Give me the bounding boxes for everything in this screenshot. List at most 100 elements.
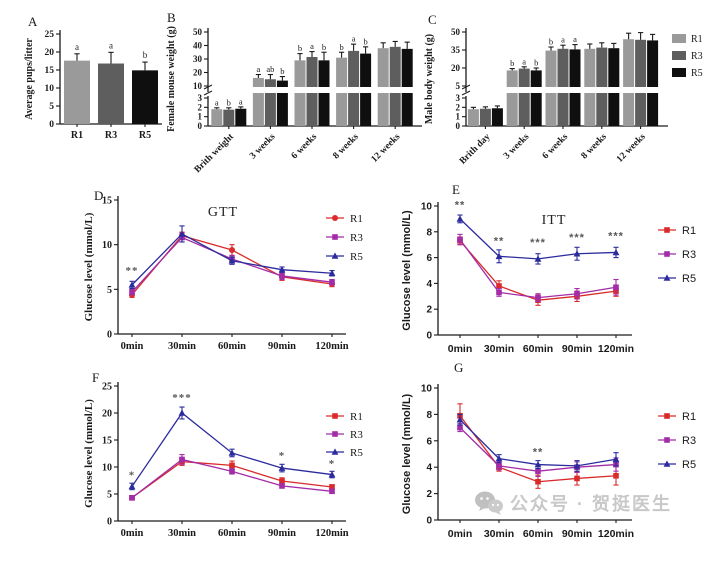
bar-group-3 weeks: b a b 3 weeks	[502, 56, 542, 161]
x-tick-label: 90min	[268, 341, 296, 352]
legend-label: R3	[682, 249, 696, 261]
y-tick-label: 0	[426, 516, 432, 527]
legend-label: R3	[350, 232, 363, 244]
y-axis-label: Glucose level (mmol/L)	[401, 210, 413, 331]
legend: R1 R3 R5	[326, 411, 363, 459]
panel-g-itt-line-chart: 0 2 4 6 8 10 Glucose level (mmol/L) 0min 30min 60…	[401, 360, 696, 541]
x-tick-label: 60min	[218, 341, 246, 352]
y-tick-label: 2	[456, 102, 461, 112]
x-tick-label: 90min	[562, 528, 592, 540]
y-axis-label: Average pups/litter	[24, 38, 35, 120]
legend-label: R5	[350, 447, 363, 459]
y-tick-label: 35	[451, 45, 461, 55]
sig-letter: b	[549, 37, 553, 47]
y-tick-label: 1	[198, 112, 203, 122]
legend-label: R5	[350, 251, 363, 263]
bar-group-R1: a R1	[64, 42, 90, 141]
sig-letter: b	[534, 58, 538, 68]
series-R5	[128, 406, 336, 491]
sig-letter: a	[257, 64, 261, 74]
x-tick-label: R3	[105, 130, 117, 141]
legend: R1 R3 R5	[658, 411, 696, 471]
x-tick-label: 60min	[523, 343, 553, 355]
y-axis-label: Glucose level (mmol/L)	[83, 212, 95, 321]
sig-letter: b	[143, 50, 148, 60]
significance-stars: ***	[172, 392, 192, 404]
x-tick-label: 0min	[121, 341, 144, 352]
sig-letter: a	[239, 96, 243, 106]
x-tick-label: 8 weeks	[331, 132, 360, 161]
bar-group-12 weeks: 12 weeks	[370, 40, 413, 165]
series-R5	[128, 225, 336, 289]
y-tick-label: 5	[107, 490, 112, 501]
y-tick-label: 10	[421, 202, 433, 213]
legend: R1 R3 R5	[326, 213, 363, 263]
series-R1	[129, 231, 335, 298]
sig-letter: b	[322, 42, 326, 52]
sig-letter: ab	[266, 64, 274, 74]
x-tick-label: R5	[139, 130, 151, 141]
sig-letter: a	[75, 42, 79, 52]
legend-label: R5	[682, 273, 696, 285]
sig-letter: a	[561, 35, 565, 45]
x-tick-label: 3 weeks	[248, 132, 277, 161]
legend-label: R3	[350, 429, 363, 441]
sig-letter: a	[109, 40, 113, 50]
y-tick-label: 10	[102, 240, 112, 251]
panel-a-pups-bar-chart: 0 5 10 15 20 25 Average pups/litter a R1 a R3 b R5 A	[24, 14, 162, 141]
bar-group-6 weeks: b a a6 weeks	[541, 34, 581, 161]
panel-letter: C	[428, 12, 437, 27]
bar-group-6 weeks: b a b 6 weeks	[290, 41, 330, 161]
y-tick-label: 0	[107, 330, 112, 341]
y-tick-label: 8	[426, 410, 432, 421]
panel-letter: F	[92, 370, 99, 385]
x-tick-label: 120min	[598, 528, 634, 540]
panel-letter: B	[167, 10, 176, 25]
bar-group-3 weeks: a ab b 3 weeks	[248, 64, 288, 161]
y-axis-label: Male body weight (g)	[424, 34, 435, 124]
legend-label: R3	[691, 51, 703, 62]
y-tick-label: 20	[45, 48, 55, 58]
x-tick-label: 0min	[121, 528, 144, 539]
y-tick-label: 10	[45, 84, 55, 94]
axes: 0 2 4 6 8 10 Glucose level (mmol/L) 0min 30min 60…	[401, 384, 634, 541]
significance-stars: ***	[608, 231, 624, 243]
x-tick-label: 12 weeks	[370, 132, 403, 165]
significance-stars: *	[279, 450, 286, 462]
x-tick-label: 60min	[218, 528, 246, 539]
y-tick-label: 0	[456, 121, 461, 131]
panel-letter: D	[94, 188, 103, 203]
significance-stars: **	[494, 236, 505, 248]
panel-e-itt-line-chart: 0 2 4 6 8 10 Glucose level (mmol/L) 0min 30min 60…	[401, 182, 696, 355]
x-tick-label: 8 weeks	[580, 132, 609, 161]
sig-letter: b	[227, 97, 231, 107]
y-tick-label: 25	[45, 30, 55, 40]
y-tick-label: 10	[421, 384, 433, 395]
y-tick-label: 5	[49, 102, 54, 112]
y-tick-label: 2	[426, 305, 432, 316]
y-tick-label: 5	[456, 81, 461, 91]
y-tick-label: 10	[193, 81, 203, 91]
significance-stars: ***	[569, 232, 585, 244]
x-tick-label: 90min	[562, 343, 592, 355]
legend-label: R3	[682, 435, 696, 447]
x-tick-label: 30min	[484, 343, 514, 355]
y-tick-label: 4	[426, 463, 432, 474]
chart-title: ITT	[542, 213, 567, 228]
y-tick-label: 30	[193, 54, 203, 64]
x-tick-label: 30min	[484, 528, 514, 540]
x-tick-label: 30min	[168, 528, 196, 539]
y-tick-label: 2	[198, 102, 203, 112]
bar-group-8 weeks: ba b 8 weeks	[331, 34, 372, 161]
watermark: 公众号 · 贺挺医生	[474, 490, 672, 516]
y-tick-label: 20	[451, 63, 461, 73]
legend: R1 R3 R5	[672, 34, 703, 79]
series-R3	[457, 233, 619, 303]
y-tick-label: 5	[107, 285, 112, 296]
sig-letter: a	[522, 56, 526, 66]
y-axis-label: Glucose level (mmol/L)	[83, 399, 95, 508]
y-axis-label: Glucose level (mmol/L)	[401, 393, 413, 514]
sig-letter: a	[352, 34, 356, 44]
